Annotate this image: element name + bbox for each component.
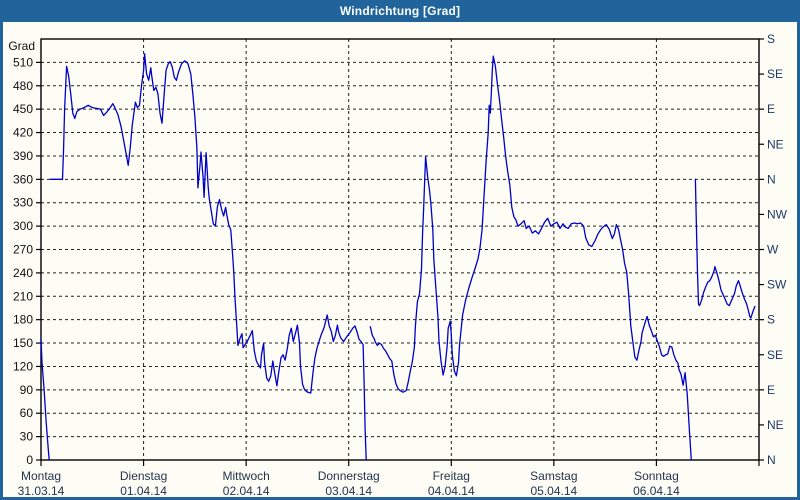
title-bar: Windrichtung [Grad] — [0, 0, 800, 22]
chart-canvas — [3, 22, 797, 497]
window-title: Windrichtung [Grad] — [339, 4, 461, 18]
